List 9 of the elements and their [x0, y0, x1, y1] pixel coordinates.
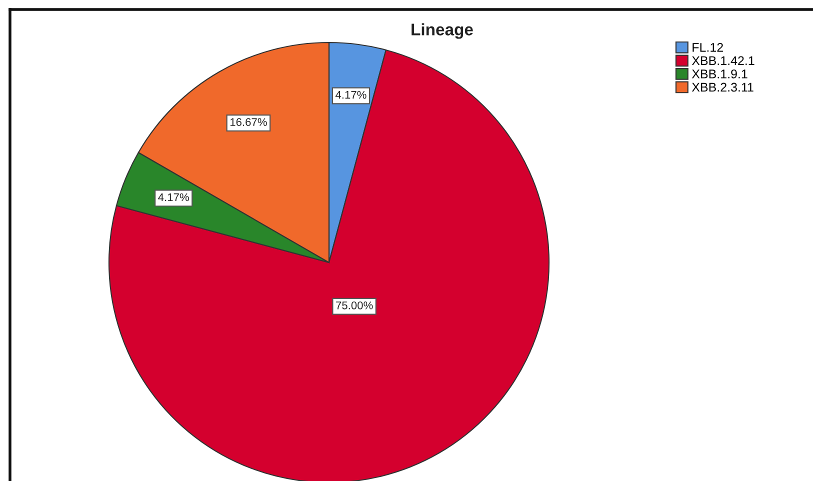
- data-label: 75.00%: [336, 301, 373, 310]
- legend-label: XBB.1.42.1: [692, 56, 754, 65]
- data-label: 4.17%: [158, 193, 189, 202]
- legend-label: XBB.1.9.1: [692, 70, 748, 78]
- legend-label: XBB.2.3.11: [692, 82, 754, 92]
- data-label: 4.17%: [335, 90, 366, 99]
- data-label: 16.67%: [230, 118, 267, 126]
- legend-label: FL.12: [692, 42, 723, 52]
- chart-title: Lineage: [412, 23, 473, 39]
